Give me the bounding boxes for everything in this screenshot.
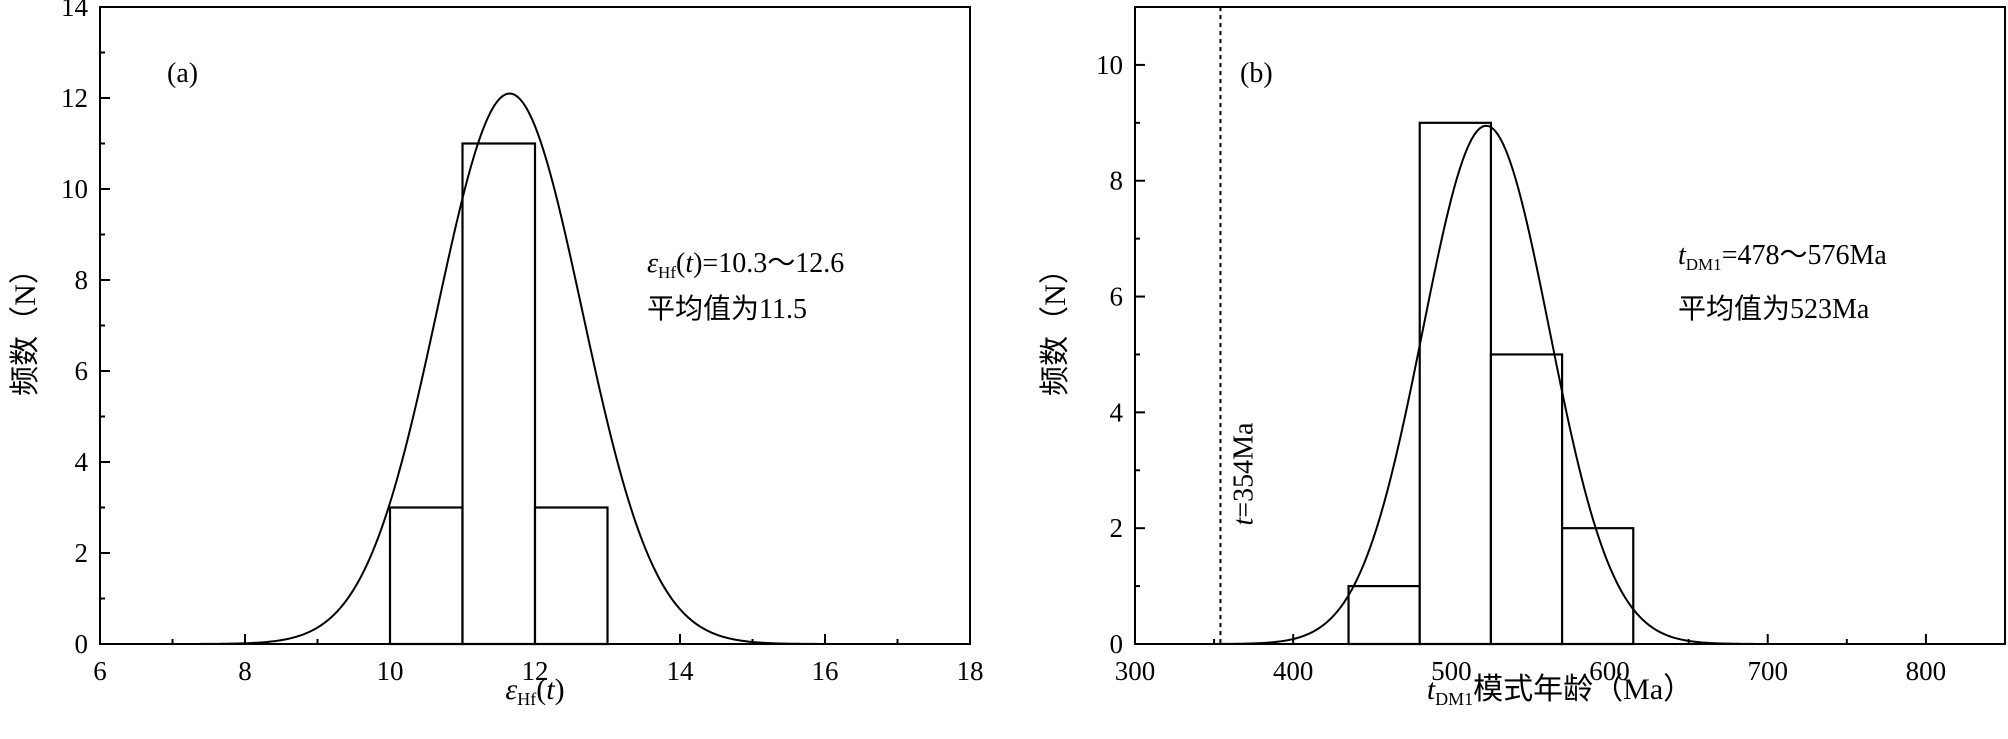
panel-b-y-tick-label: 8 xyxy=(1110,166,1124,196)
panel-a-annotation-mean: 平均值为11.5 xyxy=(647,293,807,325)
panel-a-xlabel: εHf(t) xyxy=(505,673,564,709)
panel-b-x-tick-label: 700 xyxy=(1747,656,1788,686)
panel-a-y-tick-label: 4 xyxy=(75,447,89,477)
panel-b-ylabel: 频数（N） xyxy=(1039,254,1072,396)
panel-a-y-tick-label: 14 xyxy=(61,0,89,22)
panel-a-x-tick-label: 8 xyxy=(238,656,252,686)
panel-a-x-tick-label: 14 xyxy=(667,656,695,686)
panel-a-histogram-bar xyxy=(533,506,609,646)
panel-a-histogram-bar xyxy=(388,506,464,646)
panel-b-x-tick-label: 400 xyxy=(1273,656,1314,686)
panel-b-annotation-mean: 平均值为523Ma xyxy=(1678,293,1870,325)
panel-a-x-tick-label: 10 xyxy=(377,656,404,686)
panel-a-x-tick-label: 12 xyxy=(522,656,549,686)
panel-b-y-tick-label: 0 xyxy=(1110,629,1124,659)
panel-b-x-tick-label: 800 xyxy=(1906,656,1947,686)
panel-b-y-tick-label: 6 xyxy=(1110,282,1124,312)
panel-b-histogram-bar xyxy=(1489,353,1564,646)
panel-a-histogram-bar xyxy=(461,142,537,646)
panel-b-annotation-range: tDM1=478～576Ma xyxy=(1678,240,1887,274)
panel-a-y-tick-label: 2 xyxy=(75,538,89,568)
panel-b-reference-label: t=354Ma xyxy=(1228,422,1259,525)
panel-b-y-tick-label: 10 xyxy=(1096,50,1123,80)
panel-a-x-tick-label: 6 xyxy=(93,656,107,686)
panel-a-x-tick-label: 16 xyxy=(812,656,839,686)
panel-a-y-tick-label: 12 xyxy=(61,83,88,113)
panel-a-y-tick-label: 0 xyxy=(75,629,89,659)
panel-b-histogram-bar xyxy=(1560,527,1635,646)
panel-b-x-tick-label: 300 xyxy=(1115,656,1156,686)
panel-b-x-tick-label: 600 xyxy=(1589,656,1630,686)
panel-b-histogram-bar xyxy=(1418,121,1493,646)
panel-b-fit-curve xyxy=(1135,124,2005,645)
panel-a-fit-curve xyxy=(100,92,970,645)
panel-b-xlabel: tDM1模式年龄（Ma） xyxy=(1427,673,1693,709)
panel-a-x-tick-label: 18 xyxy=(957,656,984,686)
panel-a-ylabel: 频数（N） xyxy=(9,254,42,396)
panel-a-y-tick-label: 6 xyxy=(75,356,89,386)
panel-b-x-tick-label: 500 xyxy=(1431,656,1472,686)
panel-b: 300 400 500 600 700 800 0 2 4 6 8 10 t=354Ma (b) tD… xyxy=(1039,6,2006,709)
panel-b-histogram-bar xyxy=(1347,584,1421,646)
panel-a-y-tick-label: 8 xyxy=(75,265,89,295)
panel-b-y-tick-label: 4 xyxy=(1110,397,1124,427)
panel-a-annotation-range: εHf(t)=10.3～12.6 xyxy=(647,248,844,282)
panel-a-y-tick-label: 10 xyxy=(61,174,88,204)
panel-b-y-tick-label: 2 xyxy=(1110,513,1124,543)
panel-b-label: (b) xyxy=(1240,58,1273,89)
panel-a: 6 8 10 12 14 16 18 0 2 4 6 8 10 12 14 (a) εHf(t)=10.3～… xyxy=(9,0,984,709)
panel-a-label: (a) xyxy=(167,58,198,89)
